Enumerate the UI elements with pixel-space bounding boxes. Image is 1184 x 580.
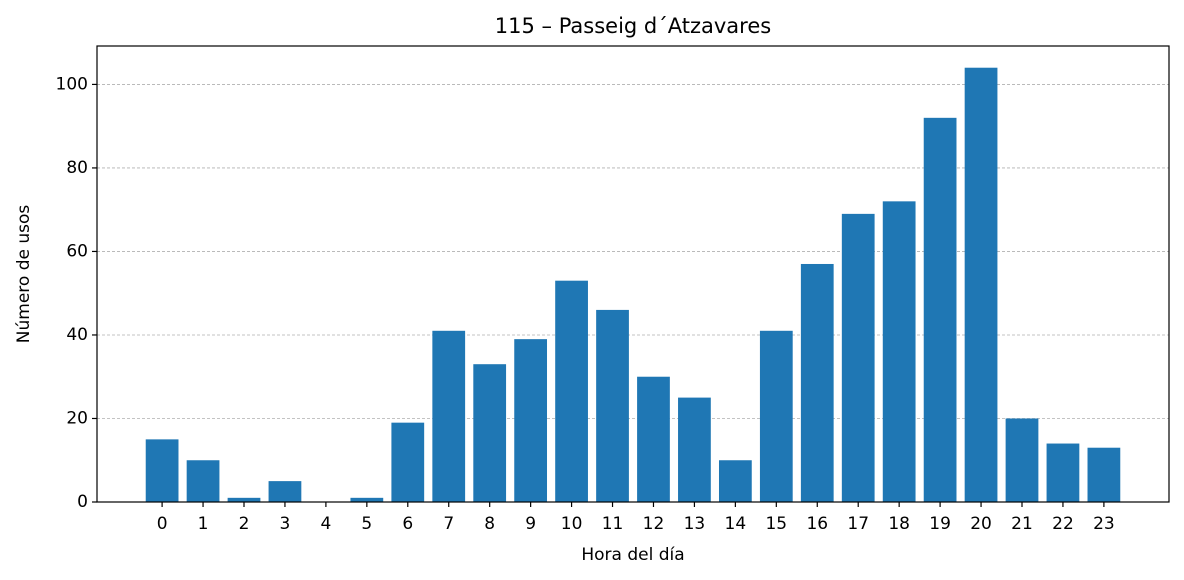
x-tick-label: 18 [888,514,910,534]
x-tick-label: 21 [1011,514,1033,534]
x-tick-label: 0 [157,514,168,534]
y-tick-label: 80 [66,158,88,178]
bar [882,201,916,503]
y-tick-label: 60 [66,241,88,261]
bar [800,263,834,502]
x-axis-label: Hora del día [581,545,684,565]
y-tick-label: 40 [66,325,88,345]
x-tick-label: 17 [847,514,869,534]
bar [596,309,629,502]
bar [1005,418,1039,502]
x-tick-label: 2 [239,514,250,534]
y-axis-label: Número de usos [14,205,34,344]
x-tick-label: 20 [970,514,992,534]
x-tick-label: 7 [443,514,454,534]
bar [391,422,425,502]
x-tick-label: 6 [402,514,413,534]
bar [350,497,384,502]
chart-title: 115 – Passeig d´Atzavares [495,14,771,38]
bar [637,376,670,502]
bar [964,67,998,502]
bar [923,117,957,503]
plot-frame [96,45,1170,503]
x-tick-label: 8 [484,514,495,534]
x-tick-label: 14 [725,514,747,534]
bar [718,460,752,502]
x-tick-label: 19 [929,514,951,534]
x-tick-label: 16 [806,514,828,534]
bar [759,330,793,502]
y-tick-label: 0 [77,492,88,512]
y-tick-label: 100 [56,74,88,94]
bar [1087,447,1121,502]
x-tick-label: 4 [320,514,331,534]
bar [227,497,261,502]
x-tick-label: 11 [602,514,624,534]
bar [268,481,302,502]
bar [145,439,179,502]
x-tick-label: 3 [280,514,291,534]
bar [186,460,220,502]
x-tick-label: 9 [525,514,536,534]
x-tick-label: 23 [1093,514,1115,534]
bar [514,339,548,502]
x-tick-label: 22 [1052,514,1074,534]
x-tick-label: 1 [198,514,209,534]
y-tick-label: 20 [66,408,88,428]
x-tick-label: 5 [361,514,372,534]
x-tick-label: 15 [765,514,787,534]
x-tick-label: 13 [684,514,706,534]
bar [555,280,588,502]
x-tick-label: 10 [561,514,583,534]
x-tick-label: 12 [643,514,665,534]
bar [678,397,711,502]
bar [841,213,875,502]
bar [473,364,507,502]
bar [432,330,466,502]
bar [1046,443,1080,502]
